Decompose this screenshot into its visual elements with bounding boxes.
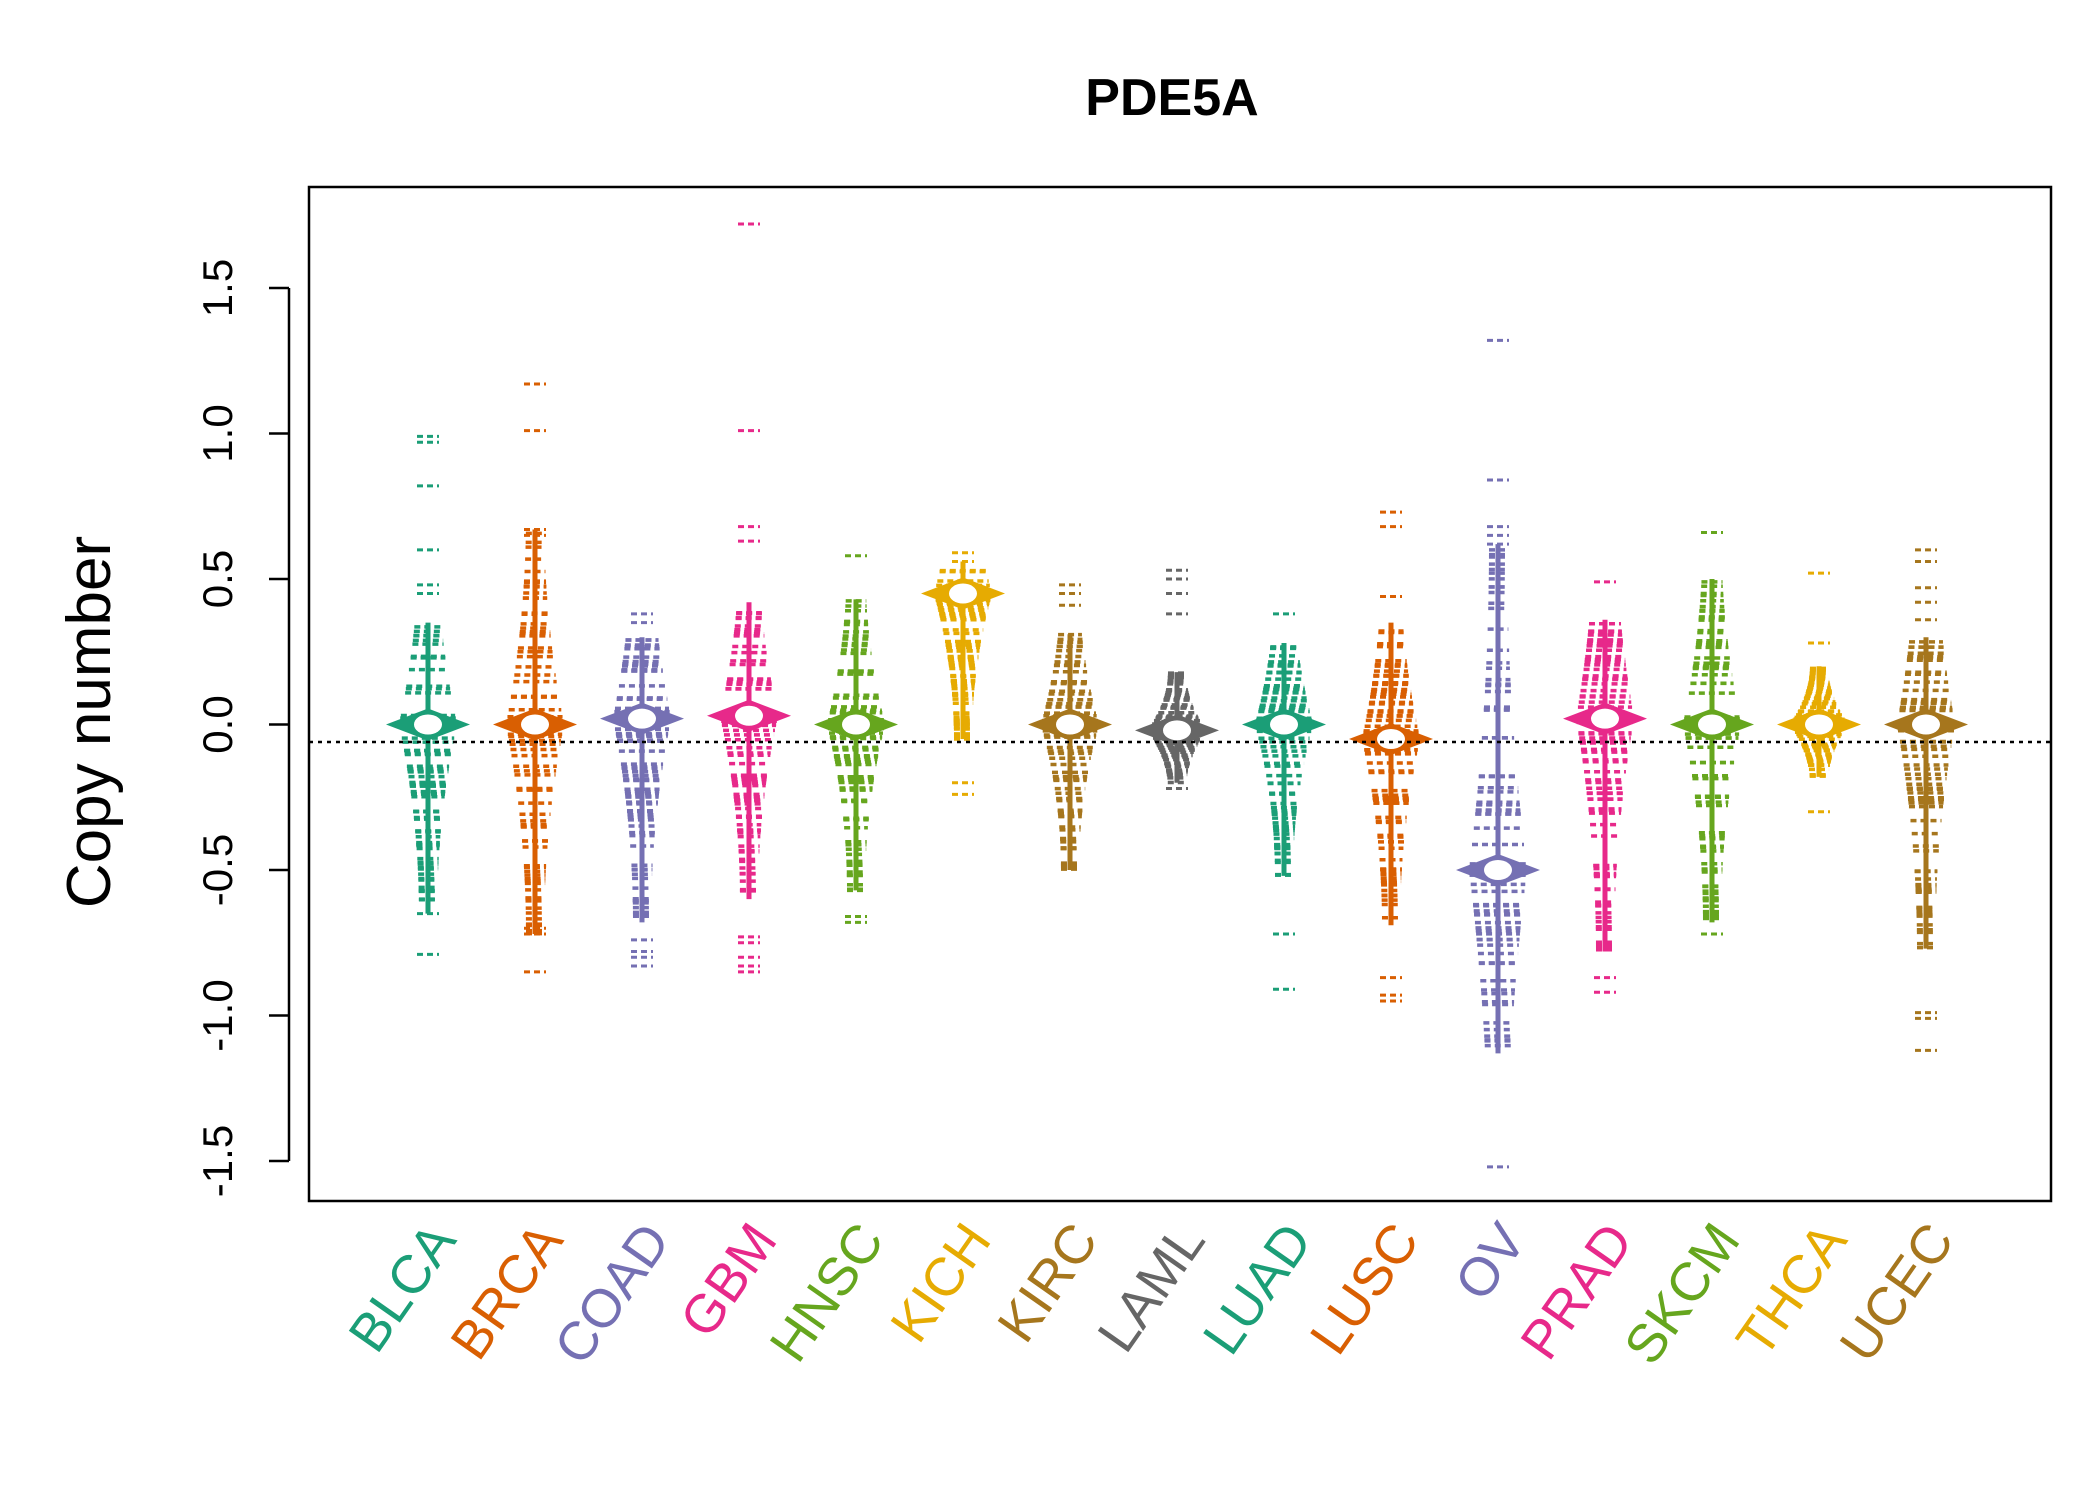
y-axis-label: Copy number bbox=[55, 536, 124, 908]
series-kirc bbox=[1028, 583, 1112, 871]
x-tick-label: LUSC bbox=[1299, 1213, 1431, 1365]
center-marker bbox=[1163, 720, 1191, 741]
x-tick-label: LUAD bbox=[1192, 1213, 1324, 1365]
center-marker bbox=[1698, 714, 1726, 735]
series-blca bbox=[386, 434, 470, 956]
series-laml bbox=[1135, 568, 1219, 791]
y-tick-label: -1.0 bbox=[194, 979, 241, 1051]
center-marker bbox=[1270, 714, 1298, 735]
y-tick-label: 1.5 bbox=[194, 259, 241, 317]
center-marker bbox=[1912, 714, 1940, 735]
y-tick-label: -0.5 bbox=[194, 834, 241, 906]
center-marker bbox=[414, 714, 442, 735]
series-gbm bbox=[707, 222, 791, 974]
series-ov bbox=[1456, 338, 1540, 1169]
series-ucec bbox=[1884, 548, 1968, 1052]
x-tick-label: OV bbox=[1444, 1213, 1538, 1311]
center-marker bbox=[1056, 714, 1084, 735]
y-tick-label: 0.5 bbox=[194, 550, 241, 608]
series-prad bbox=[1563, 580, 1647, 994]
series-skcm bbox=[1670, 530, 1754, 936]
x-tick-label: SKCM bbox=[1613, 1213, 1752, 1375]
x-tick-label: KICH bbox=[879, 1213, 1002, 1353]
series-lusc bbox=[1349, 510, 1433, 1003]
y-tick-label: -1.5 bbox=[194, 1125, 241, 1197]
series-brca bbox=[493, 382, 577, 974]
center-marker bbox=[842, 714, 870, 735]
y-tick-label: 0.0 bbox=[194, 695, 241, 753]
plot-area-frame bbox=[307, 185, 2053, 1203]
y-tick-label: 1.0 bbox=[194, 404, 241, 462]
center-marker bbox=[628, 708, 656, 729]
series-coad bbox=[600, 612, 684, 968]
center-marker bbox=[1377, 729, 1405, 750]
series-thca bbox=[1777, 571, 1861, 814]
center-marker bbox=[1805, 714, 1833, 735]
center-marker bbox=[1484, 860, 1512, 880]
center-marker bbox=[1591, 708, 1619, 729]
series-kich bbox=[921, 551, 1005, 796]
center-marker bbox=[949, 583, 977, 604]
center-marker bbox=[735, 705, 763, 726]
series-luad bbox=[1242, 612, 1326, 991]
data-marks bbox=[386, 222, 1968, 1169]
y-axis: 1.5 1.0 0.5 0.0 -0.5 -1.0 -1.5 bbox=[194, 259, 291, 1197]
x-tick-label: COAD bbox=[543, 1213, 682, 1375]
x-tick-label: HNSC bbox=[759, 1213, 896, 1373]
center-marker bbox=[521, 714, 549, 735]
chart-title: PDE5A bbox=[1085, 69, 1258, 127]
x-tick-label: UCEC bbox=[1829, 1213, 1966, 1373]
series-hnsc bbox=[814, 554, 898, 924]
x-tick-label: LAML bbox=[1086, 1213, 1216, 1363]
